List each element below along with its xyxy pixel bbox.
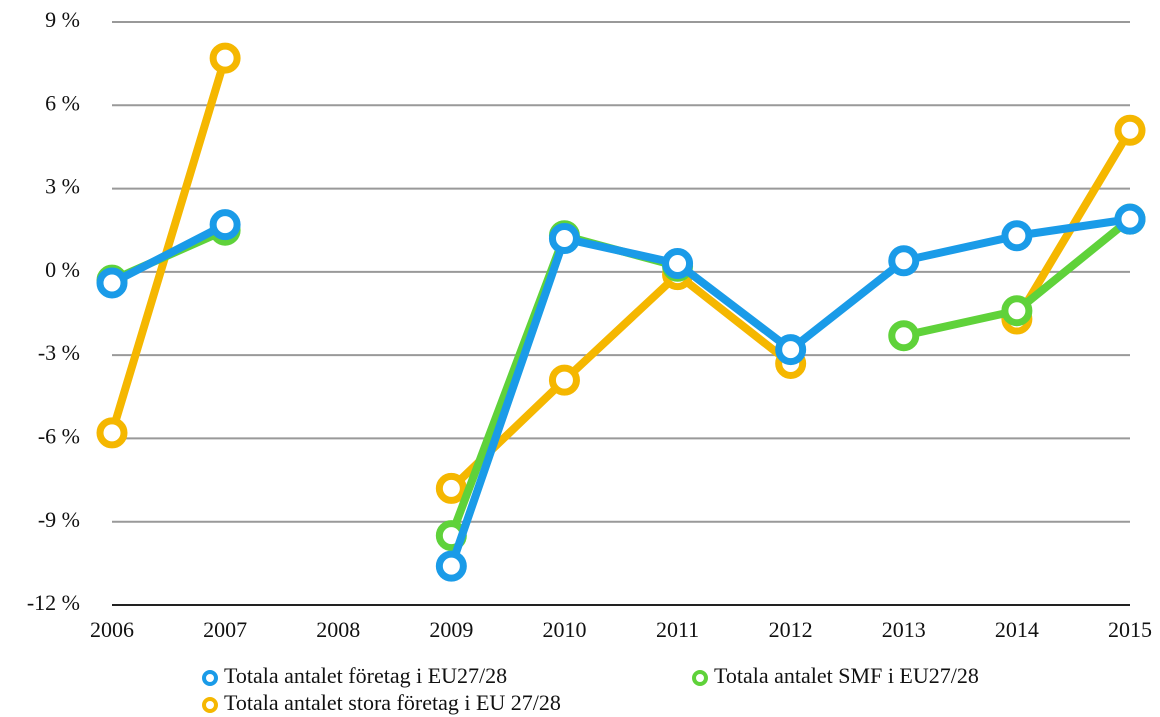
x-tick-label: 2012	[769, 617, 813, 642]
point	[662, 248, 694, 280]
legend-marker	[692, 670, 708, 686]
series-line	[110, 216, 1133, 538]
x-tick-label: 2008	[316, 617, 360, 642]
point	[548, 364, 580, 396]
point	[775, 334, 807, 366]
point	[209, 42, 241, 74]
point	[888, 245, 920, 277]
point	[888, 320, 920, 352]
point	[1114, 203, 1146, 235]
y-tick-label: 0 %	[45, 257, 80, 282]
point	[435, 472, 467, 504]
x-tick-label: 2009	[429, 617, 473, 642]
y-tick-label: -9 %	[38, 507, 80, 532]
series-line	[108, 56, 1134, 492]
legend-marker	[202, 697, 218, 713]
legend-label: Totala antalet företag i EU27/28	[224, 663, 507, 688]
legend-label: Totala antalet SMF i EU27/28	[714, 663, 979, 688]
point	[209, 209, 241, 241]
point	[548, 223, 580, 255]
legend-label: Totala antalet stora företag i EU 27/28	[224, 690, 561, 715]
x-tick-label: 2013	[882, 617, 926, 642]
x-tick-label: 2010	[542, 617, 586, 642]
y-tick-label: 6 %	[45, 90, 80, 115]
y-tick-label: -3 %	[38, 340, 80, 365]
y-tick-label: -12 %	[27, 590, 80, 615]
y-tick-label: -6 %	[38, 423, 80, 448]
point	[96, 267, 128, 299]
y-tick-label: 3 %	[45, 174, 80, 199]
y-tick-label: 9 %	[45, 7, 80, 32]
point	[435, 550, 467, 582]
x-tick-label: 2006	[90, 617, 134, 642]
x-tick-label: 2011	[656, 617, 699, 642]
x-tick-label: 2015	[1108, 617, 1152, 642]
x-tick-label: 2007	[203, 617, 247, 642]
point	[96, 417, 128, 449]
x-tick-label: 2014	[995, 617, 1039, 642]
point	[1001, 220, 1033, 252]
legend-marker	[202, 670, 218, 686]
point	[1114, 114, 1146, 146]
point	[1001, 295, 1033, 327]
